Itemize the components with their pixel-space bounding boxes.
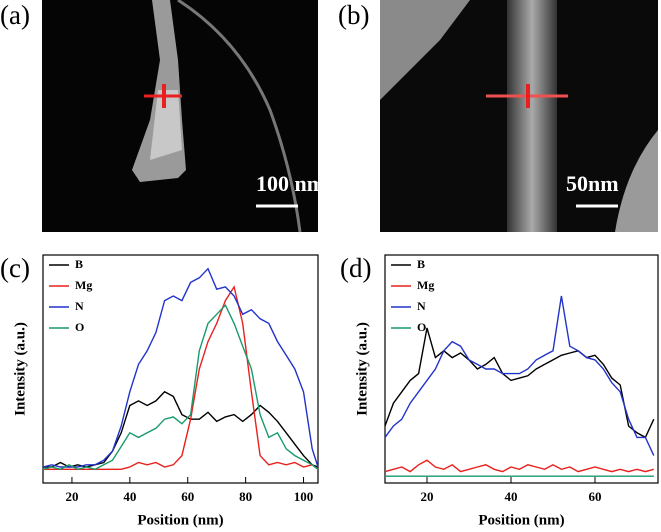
panel-label: (a): [0, 0, 30, 30]
x-tick-label: 80: [239, 489, 252, 504]
x-tick-label: 20: [65, 489, 78, 504]
x-axis-label: Position (nm): [478, 512, 564, 528]
line-series: [42, 303, 319, 471]
x-tick-label: 40: [505, 489, 518, 504]
legend-label: O: [75, 320, 84, 334]
panel-label: (b): [338, 0, 369, 30]
x-tick-label: 100: [294, 489, 314, 504]
legend-label: O: [417, 320, 426, 334]
micrograph-b: [380, 0, 658, 232]
line-series: [43, 390, 319, 468]
panel-label: (d): [340, 253, 371, 283]
legend-label: N: [75, 299, 84, 313]
x-axis-label: Position (nm): [137, 512, 223, 528]
legend-label: B: [417, 257, 425, 271]
line-series: [384, 459, 654, 473]
x-tick-label: 60: [589, 489, 602, 504]
line-series: [43, 285, 319, 470]
x-tick-label: 20: [421, 489, 434, 504]
y-axis-label: Intensity (a.u.): [354, 322, 370, 416]
plot-frame: [384, 254, 659, 484]
legend-label: Mg: [417, 278, 434, 292]
legend-label: N: [417, 299, 426, 313]
y-axis-label: Intensity (a.u.): [12, 322, 28, 416]
line-series: [384, 327, 655, 439]
legend-label: B: [75, 257, 83, 271]
line-series: [384, 295, 655, 456]
panel-label: (c): [0, 253, 30, 283]
micrograph-a: [42, 0, 318, 233]
legend-label: Mg: [75, 278, 92, 292]
scale-bar-label: 100 nm: [256, 171, 325, 196]
line-series: [42, 267, 319, 468]
scale-bar-label: 50nm: [566, 171, 619, 196]
x-tick-label: 40: [123, 489, 136, 504]
x-tick-label: 60: [181, 489, 194, 504]
plot-frame: [42, 254, 319, 484]
